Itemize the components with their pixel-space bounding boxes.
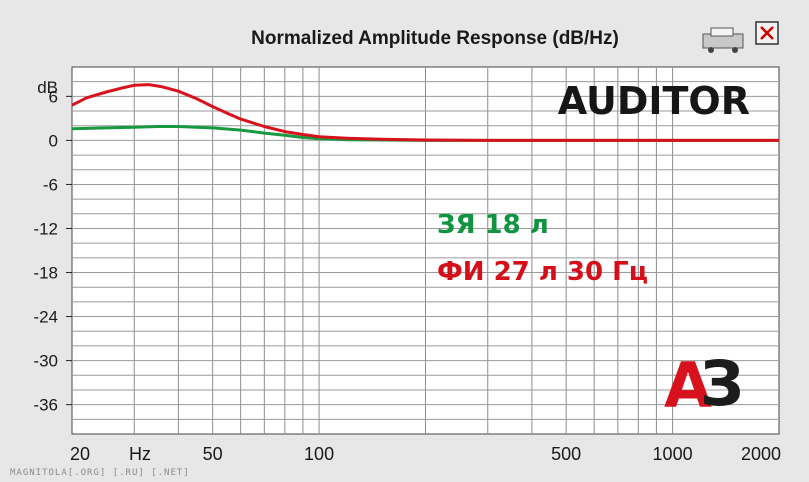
x-tick-label: 500 (551, 444, 581, 464)
y-tick-label: 6 (49, 87, 58, 106)
y-tick-label: -24 (33, 308, 58, 327)
chart-title: Normalized Amplitude Response (dB/Hz) (251, 28, 619, 49)
y-tick-label: -36 (33, 396, 58, 415)
brand-label: AUDITOR (558, 79, 750, 123)
x-tick-labels: 20 50 100 500 1000 2000 (70, 444, 781, 464)
y-tick-label: -18 (33, 264, 58, 283)
a3-logo: А З (664, 347, 744, 422)
watermark: MAGNITOLA[.ORG] [.RU] [.NET] (10, 468, 190, 478)
printer-icon[interactable] (702, 27, 744, 53)
legend-series-1: ЗЯ 18 л (437, 210, 549, 240)
y-tick-label: -30 (33, 352, 58, 371)
series-lines (71, 83, 779, 142)
x-tick-label: 1000 (653, 444, 693, 464)
svg-text:З: З (700, 347, 744, 420)
x-tick-label: 2000 (741, 444, 781, 464)
y-axis-label: dB (37, 78, 58, 97)
close-icon[interactable] (755, 21, 779, 45)
y-tick-label: -6 (43, 175, 58, 194)
x-tick-label: 50 (203, 444, 223, 464)
y-tick-label: 0 (49, 131, 58, 150)
y-tick-labels: 6 0 -6 -12 -18 -24 -30 -36 (33, 87, 72, 415)
svg-text:А: А (664, 349, 712, 422)
series-line-2 (71, 83, 779, 142)
x-tick-label: 100 (304, 444, 334, 464)
x-axis-label: Hz (129, 444, 151, 464)
x-tick-label: 20 (70, 444, 90, 464)
y-tick-label: -12 (33, 219, 58, 238)
legend-series-2: ФИ 27 л 30 Гц (437, 257, 648, 287)
